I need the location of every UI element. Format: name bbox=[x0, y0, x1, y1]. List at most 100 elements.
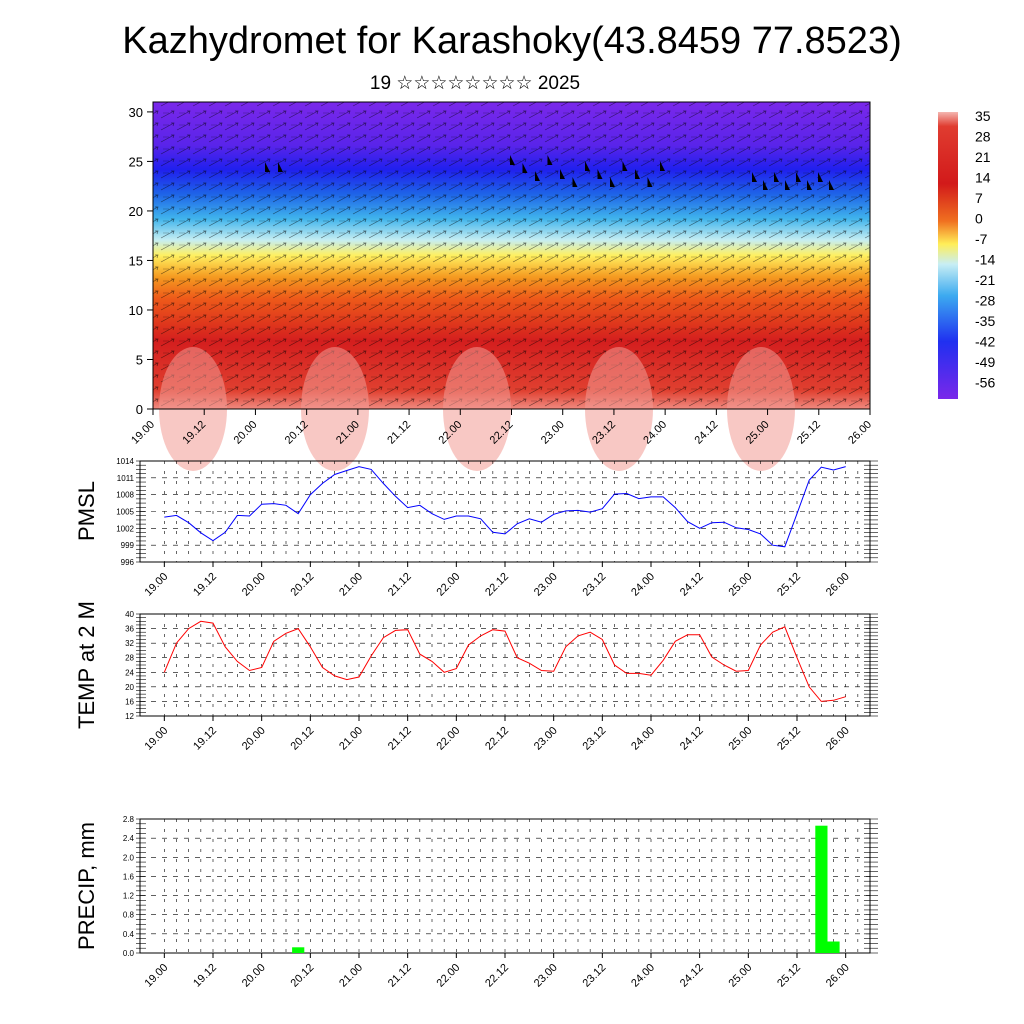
x-tick-label: 25.00 bbox=[744, 419, 772, 447]
y-tick-label: 32 bbox=[125, 639, 134, 648]
wind-flag bbox=[660, 161, 665, 171]
warm-bumps bbox=[159, 347, 795, 471]
wind-flag bbox=[774, 172, 779, 182]
wind-flag bbox=[560, 169, 565, 179]
colorbar: 35 28 21 14 7 0 -7 -14 -21 -28 -35 -42 -49 -56 bbox=[938, 108, 995, 399]
x-tick-label: 25.12 bbox=[795, 419, 823, 447]
x-tick-label: 24.12 bbox=[693, 419, 721, 447]
x-tick-label: 24.12 bbox=[678, 725, 706, 753]
y-tick-label: 2.0 bbox=[123, 853, 135, 862]
colorbar-label: 7 bbox=[975, 190, 983, 206]
y-tick-label: 30 bbox=[129, 105, 143, 120]
x-tick-label: 24.00 bbox=[629, 962, 657, 990]
y-tick-label: 36 bbox=[125, 625, 134, 634]
x-tick-label: 22.00 bbox=[435, 571, 463, 599]
x-tick-label: 21.00 bbox=[334, 419, 362, 447]
y-tick-label: 10 bbox=[129, 303, 143, 318]
y-tick-label: 1002 bbox=[116, 524, 134, 533]
wind-flag bbox=[572, 177, 578, 187]
y-tick-label: 20 bbox=[129, 204, 143, 219]
x-tick-label: 23.12 bbox=[581, 571, 609, 599]
x-tick-label: 26.00 bbox=[824, 725, 852, 753]
wind-flag bbox=[585, 161, 590, 171]
x-tick-label: 22.12 bbox=[483, 962, 511, 990]
warm-bump bbox=[727, 347, 795, 471]
x-tick-label: 21.00 bbox=[337, 725, 365, 753]
precip-bar bbox=[827, 941, 840, 953]
wind-flag bbox=[635, 169, 640, 179]
cross-section-x-axis: 19.00 19.12 20.00 20.12 21.00 21.12 22.00 22.12… bbox=[129, 409, 874, 447]
wind-flag bbox=[763, 180, 768, 190]
colorbar-label: -14 bbox=[975, 252, 995, 268]
x-tick-label: 20.00 bbox=[240, 571, 268, 599]
x-tick-label: 20.12 bbox=[289, 962, 317, 990]
y-tick-label: 1005 bbox=[116, 508, 134, 517]
warm-bump bbox=[301, 347, 369, 471]
wind-flag bbox=[752, 172, 757, 182]
cross-section-plot: 0 5 10 15 20 25 30 19.00 19.12 20.00 20.12 21.00 21… bbox=[129, 101, 874, 471]
temperature-panel: 12 16 20 24 28 32 36 40 19.00 19.12 20.00 20.12 21.0… bbox=[74, 601, 878, 753]
colorbar-label: -28 bbox=[975, 293, 995, 309]
plot-frame bbox=[139, 818, 871, 954]
wind-flag bbox=[510, 155, 515, 165]
x-tick-label: 24.00 bbox=[629, 571, 657, 599]
x-tick-label: 21.12 bbox=[386, 571, 414, 599]
colorbar-label: -21 bbox=[975, 272, 995, 288]
x-tick-label: 22.12 bbox=[488, 419, 516, 447]
x-tick-label: 20.00 bbox=[232, 419, 260, 447]
y-tick-label: 2.4 bbox=[123, 834, 135, 843]
y-tick-label: 1.2 bbox=[123, 892, 135, 901]
x-tick-label: 23.12 bbox=[581, 725, 609, 753]
cross-section-frame bbox=[152, 101, 871, 410]
colorbar-label: -35 bbox=[975, 313, 995, 329]
wind-flag bbox=[785, 180, 790, 190]
y-tick-label: 24 bbox=[125, 668, 134, 677]
x-tick-label: 20.12 bbox=[283, 419, 311, 447]
pmsl-panel: 996 999 1002 1005 1008 1011 1014 19.00 19.12 20.0… bbox=[74, 457, 878, 599]
x-tick-label: 19.12 bbox=[191, 962, 219, 990]
x-tick-label: 21.12 bbox=[385, 419, 413, 447]
y-tick-label: 40 bbox=[125, 610, 134, 619]
colorbar-fill bbox=[938, 112, 958, 399]
x-tick-label: 24.12 bbox=[678, 571, 706, 599]
x-tick-label: 25.00 bbox=[727, 962, 755, 990]
y-tick-label: 0 bbox=[136, 402, 143, 417]
colorbar-labels: 35 28 21 14 7 0 -7 -14 -21 -28 -35 -42 -49 -56 bbox=[975, 108, 995, 391]
x-tick-label: 25.12 bbox=[775, 725, 803, 753]
x-tick-label: 21.00 bbox=[337, 962, 365, 990]
cross-section-wind-overlay bbox=[153, 102, 870, 409]
precip-bar bbox=[292, 947, 305, 953]
wind-flag bbox=[265, 162, 270, 172]
warm-bump bbox=[585, 347, 653, 471]
x-tick-label: 23.00 bbox=[532, 725, 560, 753]
y-tick-label: 999 bbox=[121, 541, 135, 550]
y-tick-label: 12 bbox=[125, 712, 134, 721]
x-tick-label: 19.00 bbox=[143, 962, 171, 990]
cross-section-y-axis: 0 5 10 15 20 25 30 bbox=[129, 105, 153, 417]
x-tick-label: 23.00 bbox=[539, 419, 567, 447]
x-tick-label: 21.12 bbox=[386, 962, 414, 990]
wind-flag bbox=[610, 177, 615, 187]
colorbar-label: 14 bbox=[975, 170, 991, 186]
wind-flag bbox=[818, 172, 823, 182]
y-tick-label: 996 bbox=[121, 558, 135, 567]
x-tick-label: 19.12 bbox=[191, 725, 219, 753]
x-tick-label: 23.00 bbox=[532, 962, 560, 990]
colorbar-label: -7 bbox=[975, 231, 988, 247]
colorbar-label: 35 bbox=[975, 108, 991, 124]
y-tick-label: 0.8 bbox=[123, 911, 135, 920]
colorbar-label: 21 bbox=[975, 149, 991, 165]
wind-flag bbox=[535, 171, 540, 181]
wind-flag bbox=[622, 161, 628, 171]
x-tick-label: 23.12 bbox=[590, 419, 618, 447]
y-tick-label: 1011 bbox=[117, 474, 135, 483]
wind-barbs bbox=[265, 155, 834, 190]
x-tick-label: 22.00 bbox=[435, 725, 463, 753]
warm-bump bbox=[159, 347, 227, 471]
x-tick-label: 19.00 bbox=[143, 571, 171, 599]
x-tick-label: 26.00 bbox=[824, 962, 852, 990]
wind-flag bbox=[278, 162, 283, 172]
x-tick-label: 24.00 bbox=[629, 725, 657, 753]
colorbar-label: -42 bbox=[975, 334, 995, 350]
x-tick-label: 23.00 bbox=[532, 571, 560, 599]
